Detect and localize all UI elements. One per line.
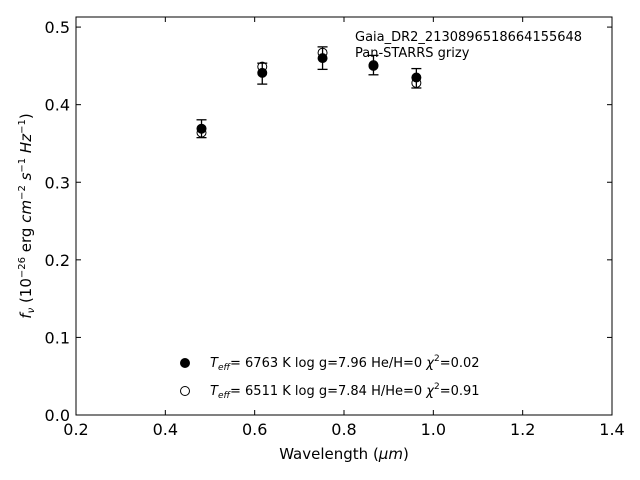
- x-tick-label: 0.8: [331, 420, 356, 439]
- data-point-open: [317, 47, 328, 58]
- y-tick-label: 0.4: [45, 96, 70, 115]
- legend-marker-open: [180, 386, 190, 396]
- annotation-survey: Pan-STARRS grizy: [355, 46, 470, 61]
- data-point-open: [368, 60, 379, 71]
- data-point-open: [411, 77, 422, 88]
- data-point-filled: [317, 53, 328, 64]
- data-point-open: [257, 61, 268, 72]
- x-tick-label: 1.4: [599, 420, 624, 439]
- y-tick-label: 0.5: [45, 18, 70, 37]
- y-axis-label: fν (10−26 erg cm−2 s−1 Hz−1): [17, 113, 37, 318]
- plot-marks: [196, 46, 422, 139]
- data-point-filled: [196, 123, 207, 134]
- x-tick-label: 1.0: [421, 420, 446, 439]
- x-tick-label: 0.6: [242, 420, 267, 439]
- y-tick-label: 0.3: [45, 173, 70, 192]
- annotation-object-name: Gaia_DR2_2130896518664155648: [355, 30, 582, 45]
- x-tick-label: 1.2: [510, 420, 535, 439]
- legend-marker-filled: [180, 358, 190, 368]
- x-tick-label: 0.2: [63, 420, 88, 439]
- data-point-filled: [411, 72, 422, 83]
- legend-entry-filled: Teff= 6763 K log g=7.96 He/H=0 χ2=0.02: [210, 354, 480, 373]
- legend-entry-open: Teff= 6511 K log g=7.84 H/He=0 χ2=0.91: [210, 382, 480, 401]
- y-tick-label: 0.1: [45, 328, 70, 347]
- y-tick-label: 0.0: [45, 406, 70, 425]
- x-axis-label: Wavelength (μm): [279, 445, 409, 463]
- axis-tick-labels: 0.2 0.4 0.6 0.8 1.0 1.2 1.4 0.0 0.1 0.2 0.3 0.4 0.5: [45, 18, 625, 439]
- x-tick-label: 0.4: [153, 420, 178, 439]
- legend: Teff= 6763 K log g=7.96 He/H=0 χ2=0.02 T…: [180, 354, 480, 401]
- y-tick-label: 0.2: [45, 251, 70, 270]
- data-point-open: [196, 127, 207, 138]
- plot-area-frame: [75, 16, 613, 416]
